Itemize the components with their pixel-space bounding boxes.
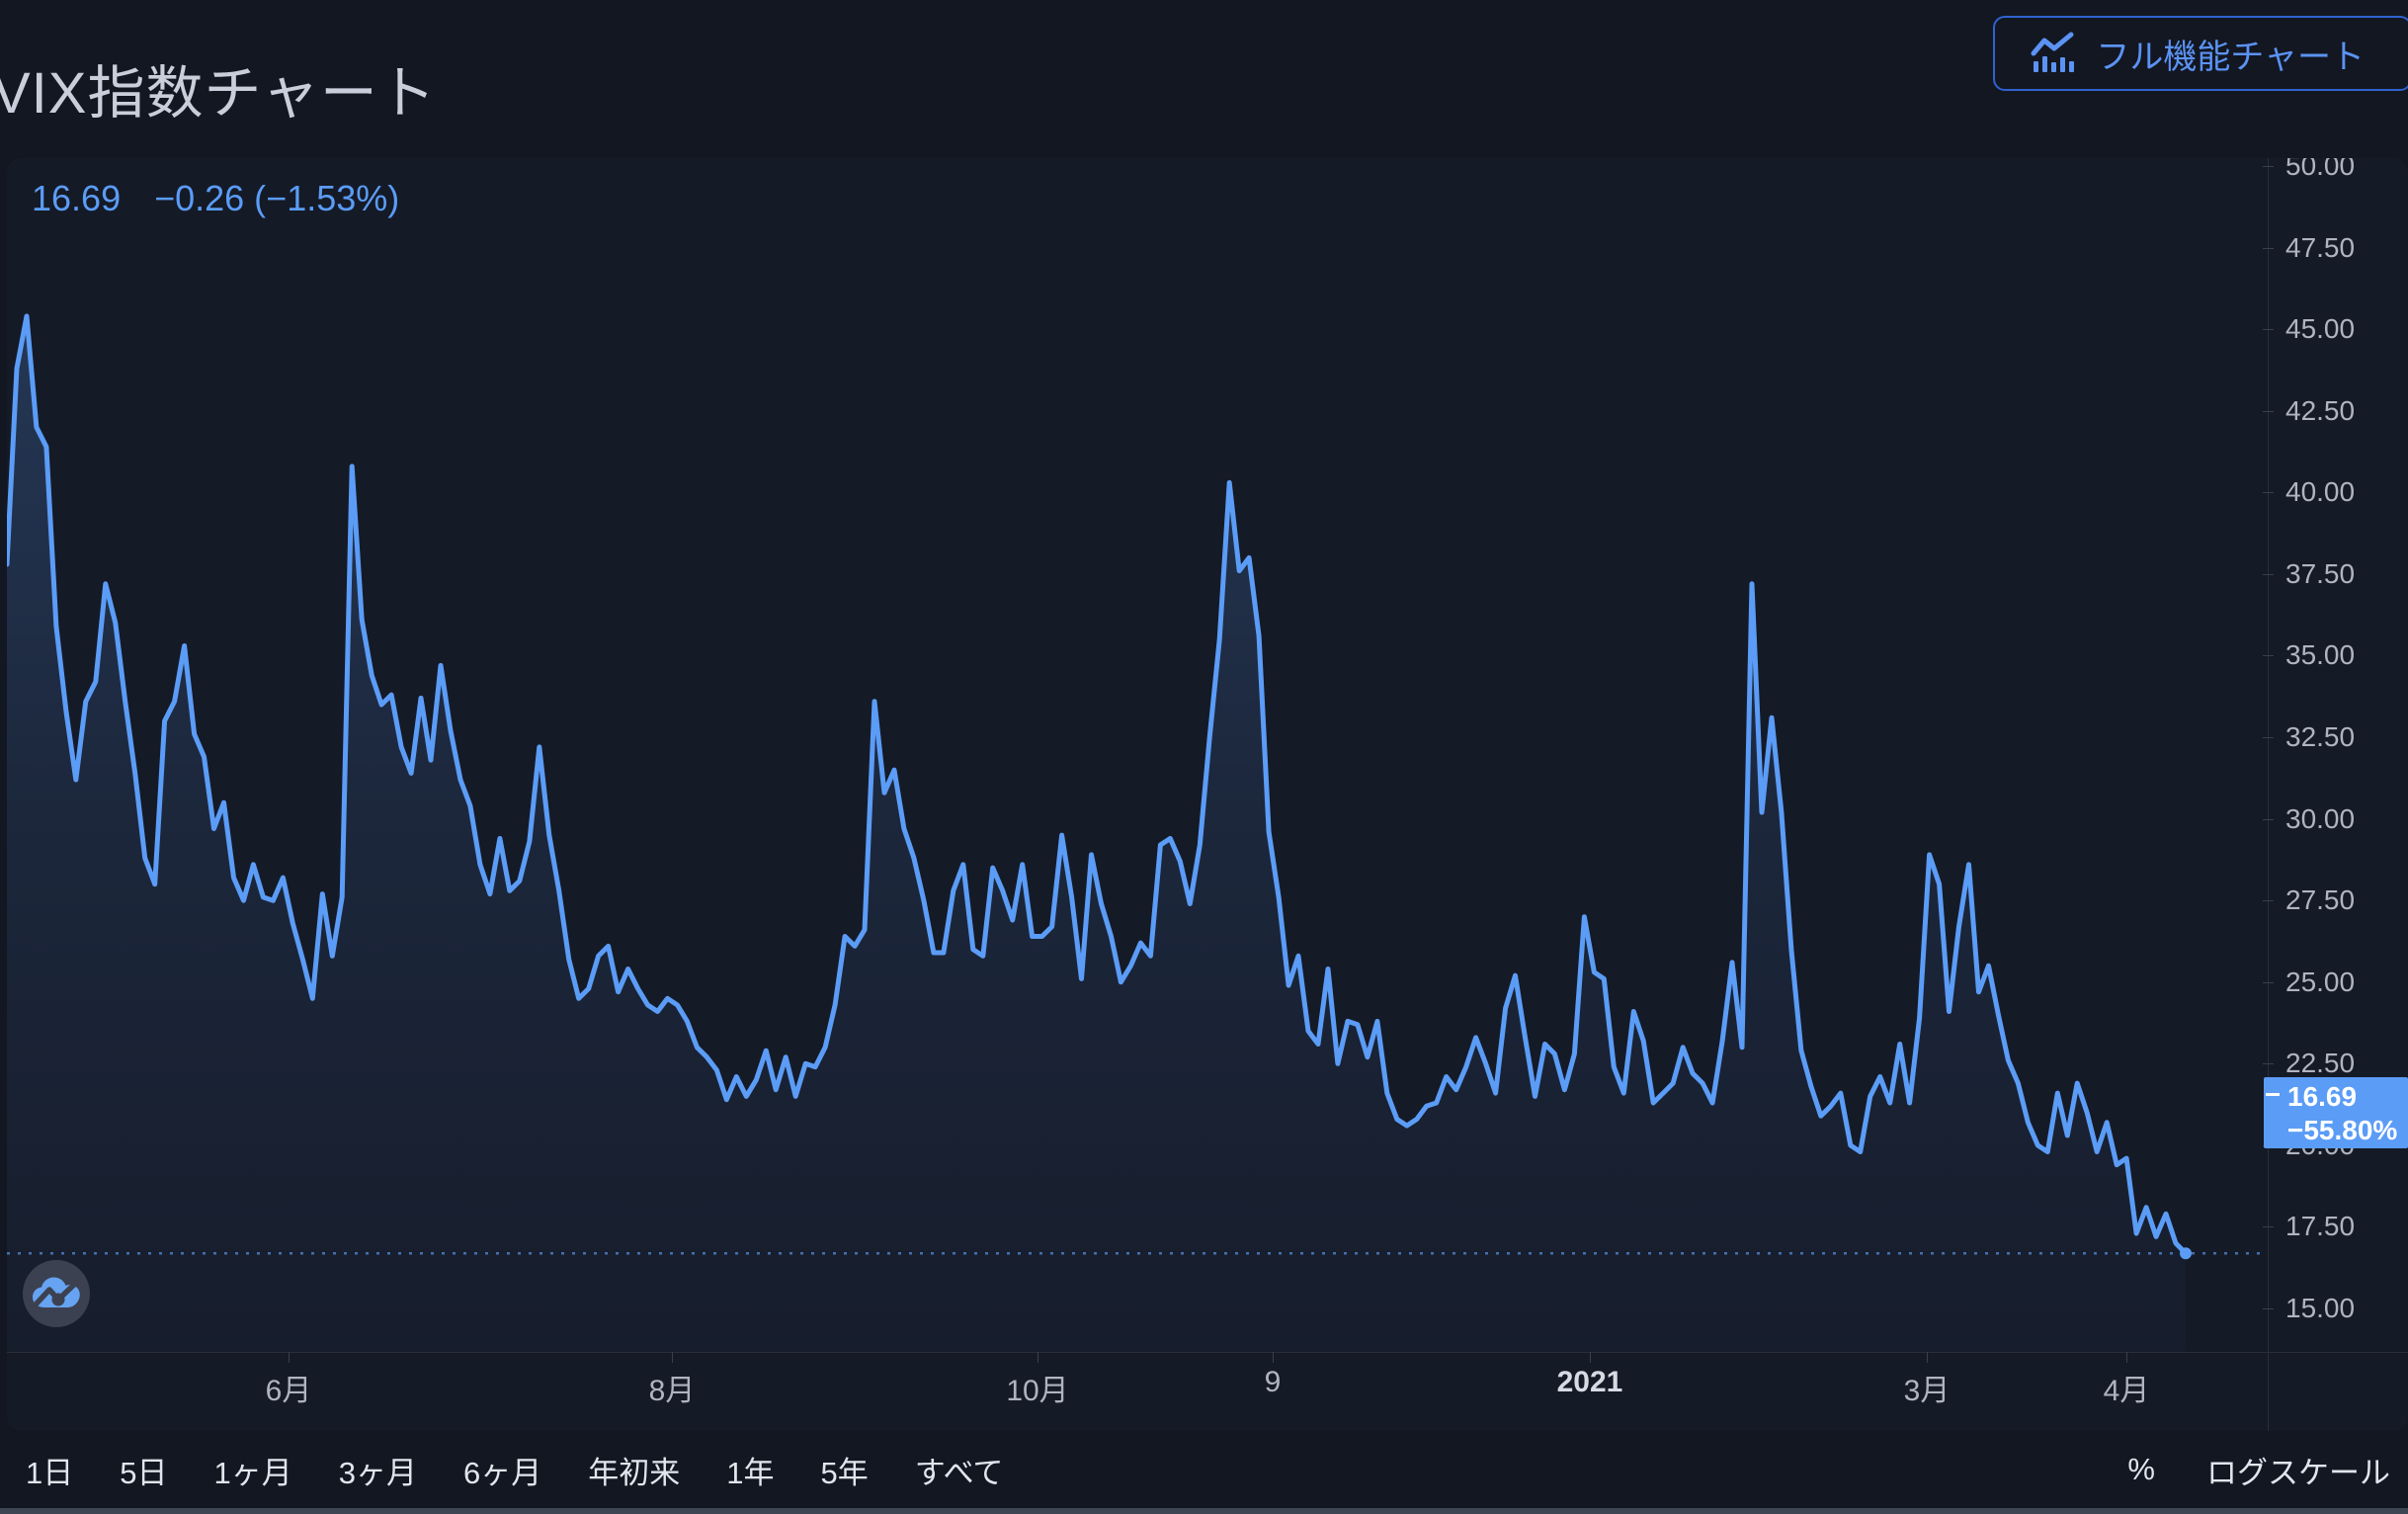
x-axis-label: 10月 — [1006, 1375, 1069, 1407]
page-title: VIX指数チャート — [0, 60, 437, 126]
y-axis-label: 27.50 — [2285, 884, 2356, 916]
y-axis-label: 17.50 — [2285, 1211, 2356, 1242]
header: VIX指数チャート フル機能チャート — [0, 0, 2408, 158]
y-axis-label: 32.50 — [2285, 721, 2356, 753]
full-chart-button[interactable]: フル機能チャート — [1993, 16, 2408, 91]
bottom-edge-strip — [0, 1508, 2408, 1514]
range-button-5年[interactable]: 5年 — [820, 1455, 869, 1490]
y-axis-tick — [2263, 655, 2274, 657]
y-axis-tick — [2263, 166, 2274, 167]
full-chart-button-label: フル機能チャート — [2096, 38, 2365, 76]
y-axis-tick — [2263, 981, 2274, 983]
range-button-6ヶ月[interactable]: 6ヶ月 — [463, 1455, 542, 1490]
range-button-すべて[interactable]: すべて — [914, 1455, 1004, 1490]
y-axis-label: 30.00 — [2285, 802, 2356, 834]
current-price-tag: 16.69 −55.80% — [2264, 1077, 2408, 1148]
scale-controls: % ログスケール — [2127, 1448, 2390, 1492]
y-axis-tick — [2263, 818, 2274, 820]
y-axis-tick — [2263, 1063, 2274, 1065]
y-axis-tick — [2263, 1308, 2274, 1310]
price-tag-tick — [2266, 1093, 2280, 1096]
y-axis-label: 22.50 — [2285, 1048, 2356, 1079]
y-axis-tick — [2263, 573, 2274, 575]
y-axis-label: 40.00 — [2285, 476, 2356, 508]
x-axis-line — [7, 1352, 2408, 1353]
x-axis-tick — [1590, 1352, 1591, 1363]
y-axis-tick — [2263, 247, 2274, 249]
x-axis-label: 6月 — [265, 1375, 312, 1407]
x-axis-tick — [1273, 1352, 1274, 1363]
price-tag-percent: −55.80% — [2287, 1115, 2398, 1145]
y-axis-tick — [2263, 329, 2274, 331]
y-axis-label: 47.50 — [2285, 231, 2356, 263]
x-axis-tick — [1927, 1352, 1928, 1363]
y-axis-label: 50.00 — [2285, 158, 2356, 181]
tradingview-logo-button[interactable] — [23, 1260, 90, 1327]
percent-scale-button[interactable]: % — [2127, 1452, 2155, 1486]
range-button-1年[interactable]: 1年 — [726, 1455, 775, 1490]
y-axis-label: 35.00 — [2285, 639, 2356, 671]
y-axis-tick — [2263, 737, 2274, 739]
y-axis-tick — [2263, 900, 2274, 902]
y-axis-label: 42.50 — [2285, 394, 2356, 426]
cloud-chart-logo-icon — [31, 1275, 82, 1312]
y-axis-label: 15.00 — [2285, 1293, 2356, 1324]
chart-icon — [2031, 32, 2076, 75]
y-axis-label: 45.00 — [2285, 313, 2356, 345]
x-axis-label: 3月 — [1903, 1375, 1951, 1407]
range-button-3ヶ月[interactable]: 3ヶ月 — [338, 1455, 417, 1490]
last-price: 16.69 — [32, 178, 122, 218]
price-area-chart[interactable] — [7, 158, 2408, 1431]
range-button-5日[interactable]: 5日 — [120, 1455, 168, 1490]
x-axis-label: 4月 — [2103, 1375, 2150, 1407]
price-tag-value: 16.69 — [2287, 1081, 2358, 1112]
y-axis-tick — [2263, 492, 2274, 494]
area-fill — [7, 315, 2186, 1352]
y-axis-line — [2268, 158, 2269, 1431]
log-scale-button[interactable]: ログスケール — [2206, 1455, 2390, 1490]
range-buttons: 1日 5日 1ヶ月 3ヶ月 6ヶ月 年初来 1年 5年 すべて — [26, 1448, 1003, 1492]
range-button-1日[interactable]: 1日 — [26, 1455, 74, 1490]
range-button-1ヶ月[interactable]: 1ヶ月 — [213, 1455, 292, 1490]
range-button-年初来[interactable]: 年初来 — [588, 1455, 681, 1490]
x-axis-tick — [2126, 1352, 2127, 1363]
x-axis-label: 8月 — [648, 1375, 696, 1407]
y-axis-tick — [2263, 410, 2274, 412]
x-axis-label: 2021 — [1556, 1366, 1623, 1398]
x-axis-label: 9 — [1264, 1366, 1282, 1398]
quote-row: 16.69 −0.26 (−1.53%) — [32, 178, 399, 219]
price-line — [7, 313, 2189, 1256]
y-axis-label: 25.00 — [2285, 966, 2356, 997]
x-axis-tick — [672, 1352, 673, 1363]
x-axis-tick — [289, 1352, 290, 1363]
y-axis-label: 37.50 — [2285, 557, 2356, 589]
last-price-dot — [2180, 1247, 2192, 1260]
range-toolbar: 1日 5日 1ヶ月 3ヶ月 6ヶ月 年初来 1年 5年 すべて % ログスケール — [0, 1431, 2408, 1508]
chart-panel: 16.69 −0.26 (−1.53%) 50.00 47.50 45.00 42.50… — [7, 158, 2408, 1431]
price-change: −0.26 (−1.53%) — [154, 178, 400, 218]
y-axis-tick — [2263, 1226, 2274, 1228]
